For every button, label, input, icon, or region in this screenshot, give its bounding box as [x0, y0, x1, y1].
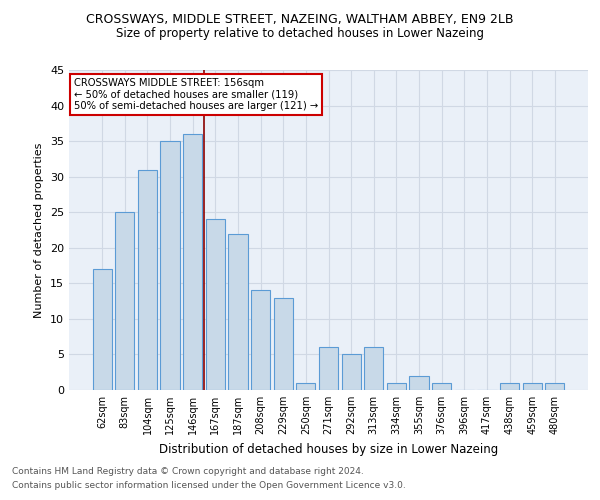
- Bar: [206, 220, 225, 390]
- Bar: [364, 348, 383, 390]
- Bar: [319, 348, 338, 390]
- Text: CROSSWAYS MIDDLE STREET: 156sqm
← 50% of detached houses are smaller (119)
50% o: CROSSWAYS MIDDLE STREET: 156sqm ← 50% of…: [74, 78, 319, 111]
- X-axis label: Distribution of detached houses by size in Lower Nazeing: Distribution of detached houses by size …: [159, 442, 498, 456]
- Bar: [160, 141, 180, 390]
- Bar: [523, 383, 542, 390]
- Text: Contains HM Land Registry data © Crown copyright and database right 2024.: Contains HM Land Registry data © Crown c…: [12, 467, 364, 476]
- Bar: [274, 298, 293, 390]
- Bar: [296, 383, 316, 390]
- Bar: [115, 212, 134, 390]
- Bar: [229, 234, 248, 390]
- Text: Size of property relative to detached houses in Lower Nazeing: Size of property relative to detached ho…: [116, 28, 484, 40]
- Bar: [409, 376, 428, 390]
- Bar: [92, 269, 112, 390]
- Y-axis label: Number of detached properties: Number of detached properties: [34, 142, 44, 318]
- Bar: [545, 383, 565, 390]
- Bar: [251, 290, 270, 390]
- Text: CROSSWAYS, MIDDLE STREET, NAZEING, WALTHAM ABBEY, EN9 2LB: CROSSWAYS, MIDDLE STREET, NAZEING, WALTH…: [86, 12, 514, 26]
- Bar: [432, 383, 451, 390]
- Bar: [500, 383, 519, 390]
- Bar: [341, 354, 361, 390]
- Bar: [183, 134, 202, 390]
- Bar: [387, 383, 406, 390]
- Text: Contains public sector information licensed under the Open Government Licence v3: Contains public sector information licen…: [12, 481, 406, 490]
- Bar: [138, 170, 157, 390]
